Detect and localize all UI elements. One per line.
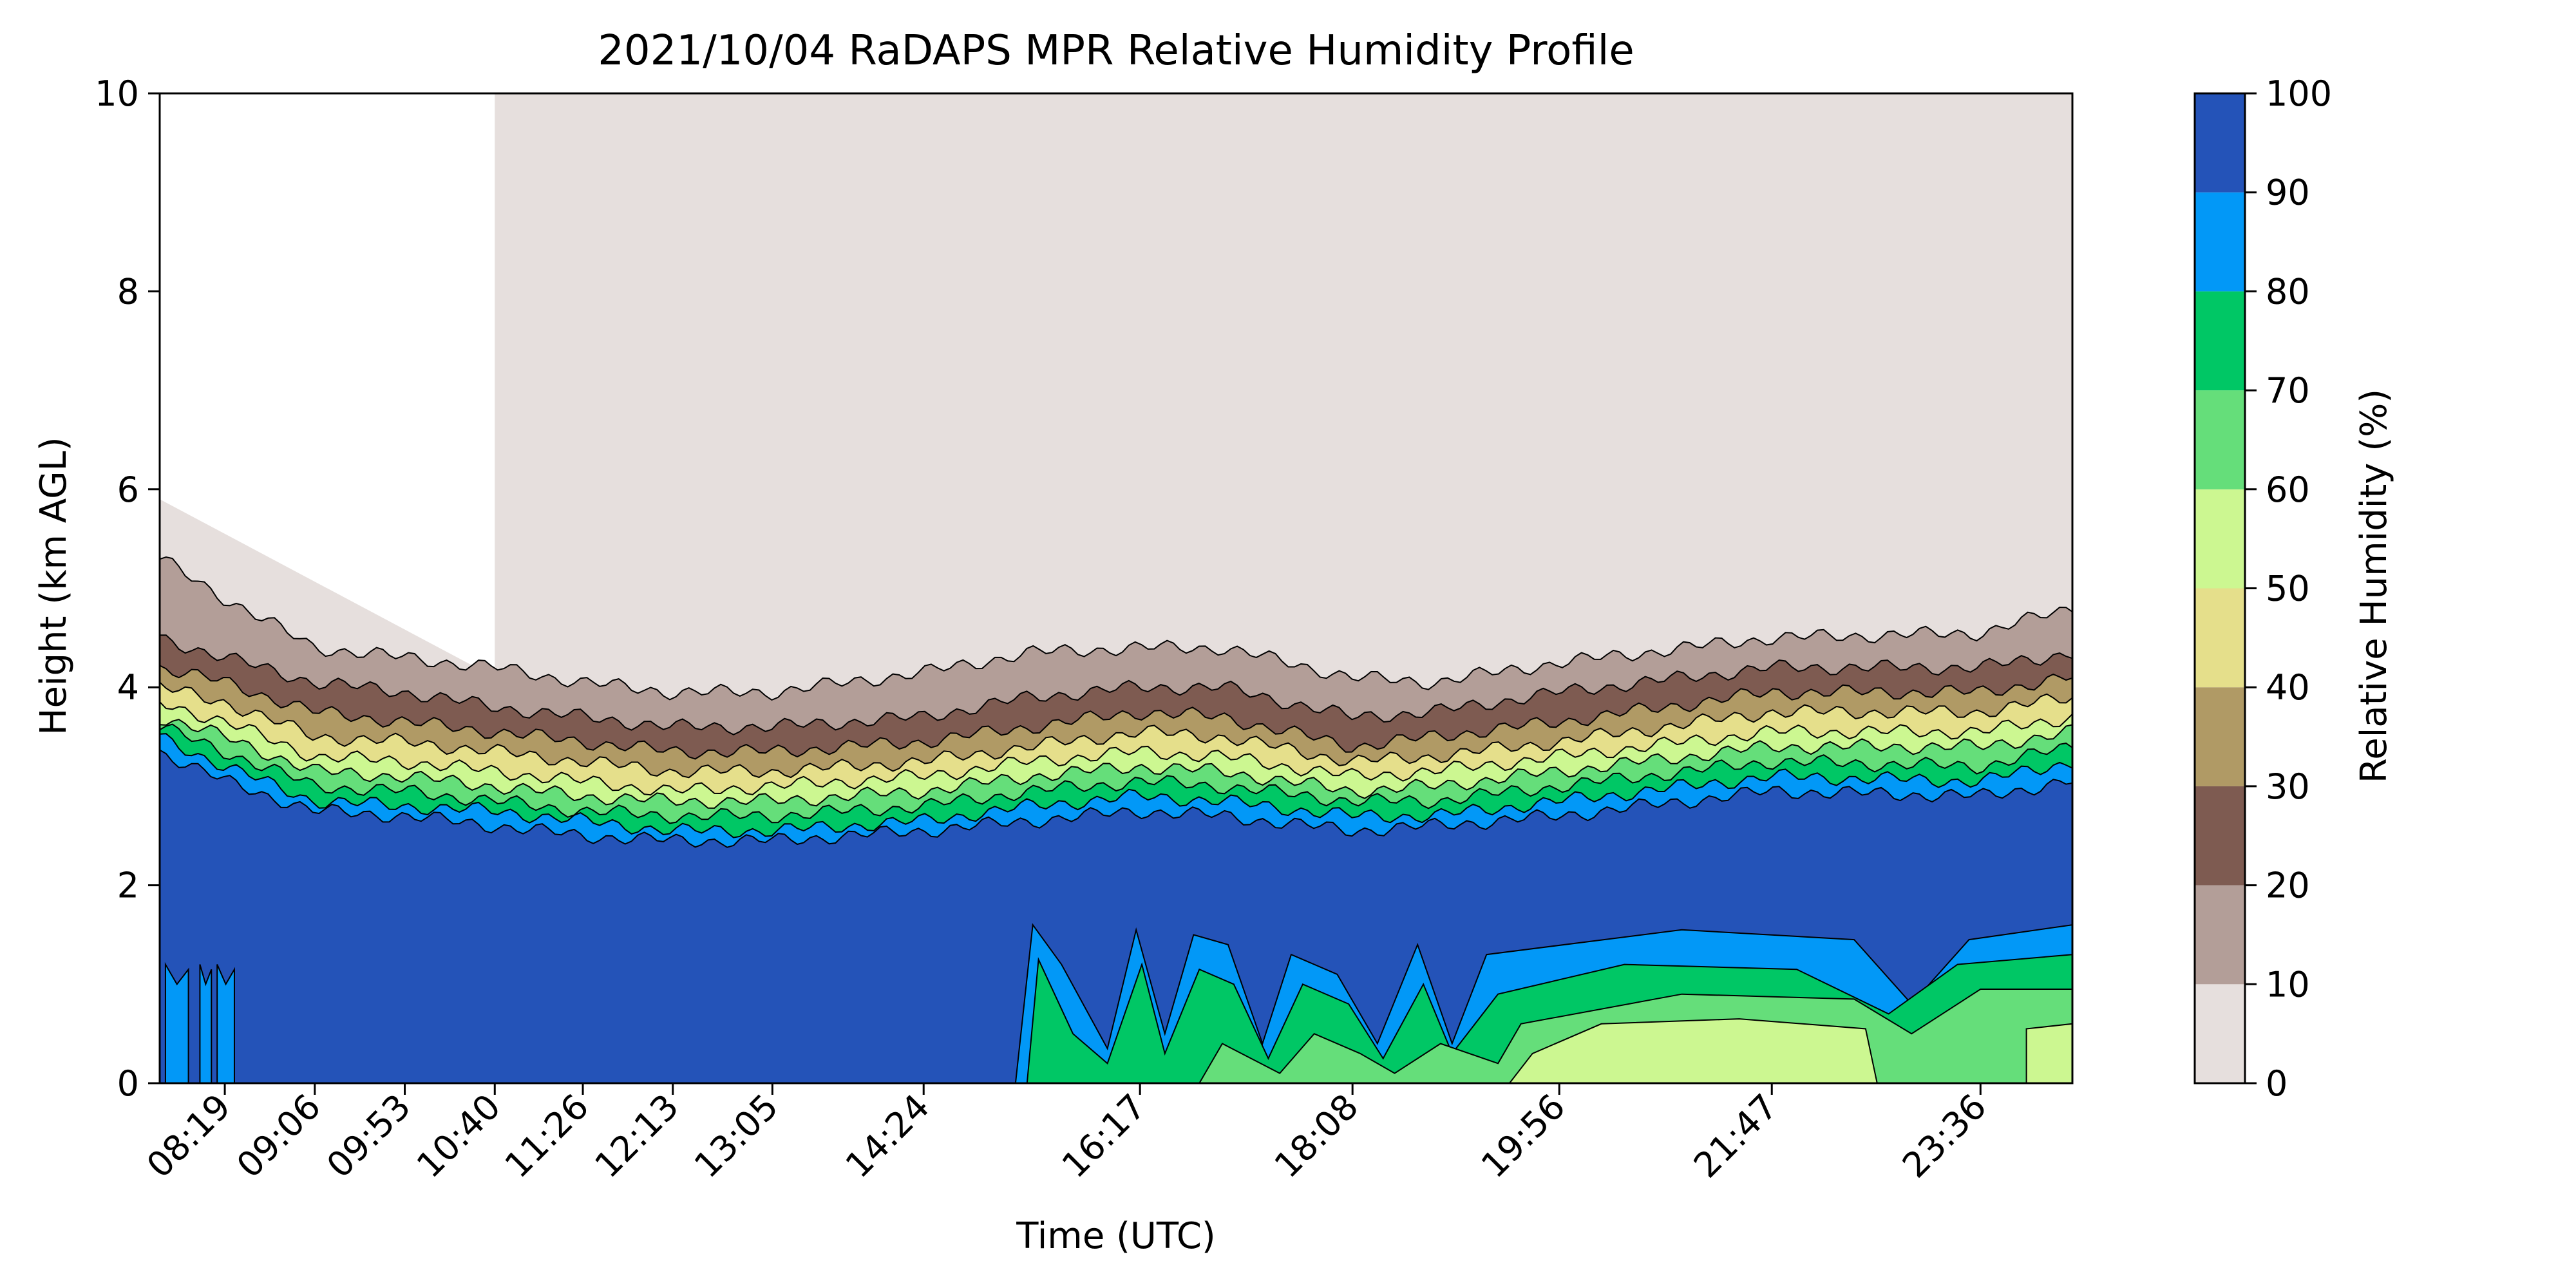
colorbar-level-30-40 (2195, 687, 2245, 786)
x-tick-label: 09:53 (319, 1086, 419, 1186)
x-tick-label: 08:19 (139, 1086, 239, 1186)
colorbar-tick-label: 80 (2266, 271, 2310, 312)
colorbar-level-50-60 (2195, 489, 2245, 589)
x-tick-label: 21:47 (1686, 1086, 1786, 1186)
colorbar-level-70-80 (2195, 291, 2245, 391)
x-tick-label: 10:40 (409, 1086, 509, 1186)
x-tick-label: 14:24 (838, 1086, 938, 1186)
chart-title: 2021/10/04 RaDAPS MPR Relative Humidity … (598, 27, 1634, 75)
colorbar-label: Relative Humidity (%) (2353, 389, 2395, 783)
y-axis-ticks: 0 2 4 6 8 10 (95, 73, 160, 1104)
colorbar-tick-label: 90 (2266, 173, 2310, 213)
x-tick-label: 11:26 (497, 1086, 597, 1186)
missing-data-region (160, 93, 495, 677)
colorbar-tick-label: 60 (2266, 469, 2310, 510)
x-tick-label: 09:06 (229, 1086, 328, 1186)
x-tick-label: 23:36 (1895, 1086, 1994, 1186)
colorbar: 0 10 20 30 40 50 60 70 80 90 100 (2193, 73, 2332, 1104)
x-tick-label: 18:08 (1267, 1086, 1367, 1186)
colorbar-level-40-50 (2195, 588, 2245, 688)
plot-frame (158, 92, 2074, 1084)
colorbar-level-20-30 (2195, 786, 2245, 886)
y-tick-label: 8 (117, 271, 139, 312)
colorbar-level-0-10 (2195, 984, 2245, 1083)
y-tick-label: 2 (117, 866, 139, 906)
x-tick-label: 19:56 (1473, 1086, 1573, 1186)
x-tick-label: 16:17 (1054, 1086, 1154, 1186)
colorbar-tick-label: 40 (2266, 667, 2310, 708)
y-tick-label: 0 (117, 1063, 139, 1104)
x-tick-label: 13:05 (687, 1086, 786, 1186)
colorbar-tick-label: 0 (2266, 1063, 2287, 1104)
colorbar-tick-label: 30 (2266, 766, 2310, 807)
colorbar-level-10-20 (2195, 885, 2245, 985)
early-moist-patch (199, 964, 213, 1084)
y-axis-label: Height (km AGL) (33, 437, 75, 735)
y-tick-label: 4 (117, 667, 139, 708)
colorbar-level-90-100 (2195, 93, 2245, 193)
x-axis-label: Time (UTC) (1016, 1215, 1216, 1257)
x-tick-label: 12:13 (587, 1086, 687, 1186)
y-tick-label: 10 (95, 73, 139, 114)
plot-area (158, 92, 2074, 1084)
colorbar-tick-label: 70 (2266, 370, 2310, 411)
colorbar-level-60-70 (2195, 390, 2245, 489)
colorbar-level-80-90 (2195, 192, 2245, 292)
colorbar-tick-label: 100 (2266, 73, 2332, 114)
y-tick-label: 6 (117, 469, 139, 510)
colorbar-tick-label: 50 (2266, 569, 2310, 609)
colorbar-tick-label: 20 (2266, 866, 2310, 906)
colorbar-tick-label: 10 (2266, 964, 2310, 1005)
